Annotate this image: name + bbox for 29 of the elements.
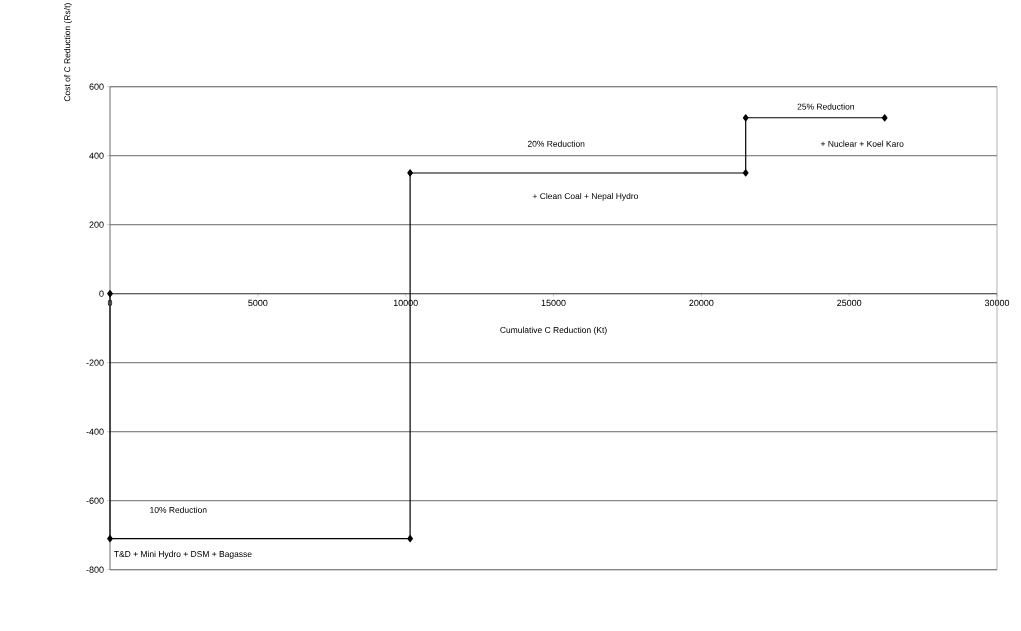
y-tick-label: 200 (89, 221, 104, 229)
point (107, 535, 113, 543)
annotation: 20% Reduction (527, 140, 585, 147)
y-tick-label: -200 (86, 359, 104, 367)
y-tick-label: 600 (89, 83, 104, 91)
x-tick-label: 5000 (248, 299, 268, 307)
annotation: T&D + Mini Hydro + DSM + Bagasse (114, 550, 252, 559)
point (407, 169, 413, 177)
y-axis-title: Cost of C Reduction (Rs/t) (64, 3, 72, 102)
point (742, 169, 749, 177)
x-tick-label: 30000 (984, 299, 1010, 307)
annotation: 10% Reduction (150, 506, 207, 514)
y-tick-label: 400 (89, 152, 104, 160)
y-tick-label: -600 (86, 497, 104, 505)
annotation: 25% Reduction (797, 103, 854, 110)
y-tick-label: -400 (86, 428, 104, 436)
point (881, 114, 888, 122)
point (742, 114, 749, 122)
point (407, 535, 413, 543)
x-tick-label: 25000 (837, 299, 862, 307)
x-axis-title: Cumulative C Reduction (Kt) (500, 326, 607, 335)
y-tick-label: -800 (86, 566, 104, 574)
x-tick-label: 20000 (689, 299, 714, 307)
x-tick-label: 0 (107, 299, 113, 307)
annotation: + Clean Coal + Nepal Hydro (532, 193, 639, 201)
x-tick-label: 15000 (541, 299, 566, 307)
annotation: + Nuclear + Koel Karo (820, 140, 904, 147)
y-tick-label: 0 (99, 290, 104, 298)
point (107, 290, 113, 298)
